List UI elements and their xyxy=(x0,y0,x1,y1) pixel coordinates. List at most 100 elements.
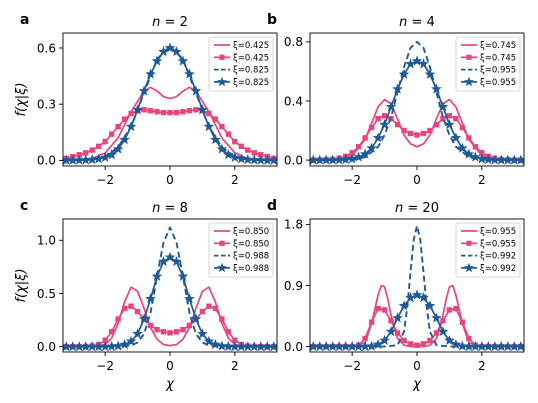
series-4-star-line xyxy=(310,289,524,352)
star-marker xyxy=(346,340,358,352)
square-marker xyxy=(128,303,134,309)
star-marker xyxy=(372,338,384,350)
legend: ξ=0.745 ξ=0.745 ξ=0.955 ξ=0.955 xyxy=(455,36,521,92)
star-marker xyxy=(216,143,228,154)
square-marker xyxy=(134,308,141,315)
star-marker xyxy=(385,101,397,112)
square-marker xyxy=(186,108,193,114)
panel-letter: c xyxy=(20,198,28,214)
star-marker xyxy=(106,149,117,160)
star-marker xyxy=(515,340,524,352)
square-marker xyxy=(349,150,355,156)
star-marker xyxy=(457,340,468,351)
panel-b: −2 0 2 0.0 0.4 0.8 b n = 4 ξ=0.745 ξ=0.745 ξ=0.955… xyxy=(267,12,525,187)
plot-area xyxy=(63,42,277,165)
square-marker xyxy=(414,132,420,138)
square-marker xyxy=(108,131,115,137)
square-marker xyxy=(141,107,147,113)
series-line xyxy=(313,294,521,348)
square-marker xyxy=(167,330,173,336)
square-marker xyxy=(388,318,394,324)
legend-label: ξ=0.988 xyxy=(233,264,269,274)
star-marker xyxy=(405,292,416,303)
plot-area xyxy=(310,40,524,165)
x-tick-label: 2 xyxy=(231,173,239,187)
square-marker xyxy=(427,127,433,134)
panel-title-variable: n xyxy=(395,201,403,216)
square-marker xyxy=(180,326,186,333)
star-marker xyxy=(476,153,488,164)
series-line xyxy=(313,114,521,161)
star-marker xyxy=(398,300,410,311)
star-marker xyxy=(132,328,143,339)
legend-frame xyxy=(455,36,521,92)
series-3-dashed-line xyxy=(313,40,521,162)
square-marker xyxy=(394,330,401,336)
star-marker xyxy=(444,119,455,130)
star-marker xyxy=(236,341,247,352)
legend-star-marker xyxy=(217,76,227,87)
star-marker xyxy=(353,340,364,352)
star-marker xyxy=(145,293,156,304)
square-marker xyxy=(102,138,108,145)
star-marker xyxy=(470,340,481,352)
star-marker xyxy=(151,270,163,281)
panel-title: n = 2 xyxy=(152,15,188,30)
series-line xyxy=(66,226,274,348)
star-marker xyxy=(80,341,92,352)
legend-label: ξ=0.988 xyxy=(233,252,269,262)
star-marker xyxy=(320,154,332,165)
legend-frame xyxy=(208,222,274,278)
y-tick-label: 0.0 xyxy=(284,153,303,167)
series-line xyxy=(313,98,521,161)
square-marker xyxy=(368,124,375,131)
star-marker xyxy=(392,83,403,94)
legend-label: ξ=0.850 xyxy=(233,239,269,249)
star-marker xyxy=(411,55,423,66)
star-marker xyxy=(515,154,524,165)
star-marker xyxy=(450,132,462,143)
star-marker xyxy=(353,151,364,162)
star-marker xyxy=(73,154,85,165)
star-marker xyxy=(190,85,202,96)
legend-label: ξ=0.955 xyxy=(480,239,516,249)
star-marker xyxy=(119,338,130,350)
panel-title-value: = 2 xyxy=(160,15,187,30)
legend-square-marker xyxy=(219,54,225,60)
star-marker xyxy=(63,154,72,165)
star-marker xyxy=(320,340,332,352)
star-marker xyxy=(310,154,319,165)
star-marker xyxy=(73,341,85,352)
star-marker xyxy=(63,341,72,352)
square-marker xyxy=(440,116,446,122)
square-marker xyxy=(381,113,388,119)
star-marker xyxy=(346,153,358,164)
series-line xyxy=(313,40,521,162)
square-marker xyxy=(414,342,420,348)
panel-d: −2 0 20.00.91.8d n = 20χξ=0.955ξ=0.955ξ=0.9… xyxy=(267,198,525,392)
star-marker xyxy=(437,326,449,337)
y-tick-label: 1.8 xyxy=(284,218,303,232)
square-marker xyxy=(459,124,466,131)
square-marker xyxy=(102,337,108,343)
star-marker xyxy=(379,119,390,130)
x-tick-label: −2 xyxy=(343,173,361,187)
star-marker xyxy=(93,153,104,164)
star-marker xyxy=(508,154,520,165)
star-marker xyxy=(340,154,351,165)
square-marker xyxy=(95,143,102,150)
star-marker xyxy=(203,335,215,346)
star-marker xyxy=(495,154,507,165)
star-marker xyxy=(463,148,475,159)
star-marker xyxy=(418,292,429,303)
star-marker xyxy=(164,42,176,53)
series-line xyxy=(66,86,274,162)
legend-label: ξ=0.825 xyxy=(233,66,269,76)
legend: ξ=0.955 ξ=0.955 ξ=0.992 ξ=0.992 xyxy=(455,222,521,278)
star-marker xyxy=(236,153,247,164)
legend-label: ξ=0.745 xyxy=(480,53,516,63)
square-marker xyxy=(206,110,212,117)
x-tick-label: −2 xyxy=(343,359,361,373)
panel-letter: d xyxy=(267,198,277,214)
star-marker xyxy=(379,334,390,345)
